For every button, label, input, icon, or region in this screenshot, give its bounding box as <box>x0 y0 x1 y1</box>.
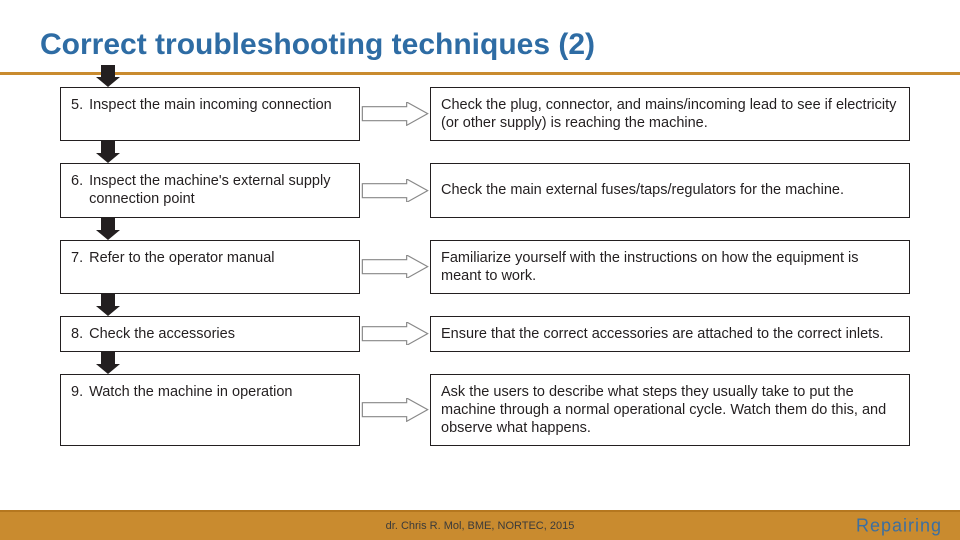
step-box: 9. Watch the machine in operation <box>60 374 360 446</box>
step-number: 5. <box>71 96 83 114</box>
flowchart: 5. Inspect the main incoming connection … <box>0 75 960 446</box>
step-description: Check the main external fuses/taps/regul… <box>430 163 910 217</box>
down-arrow-icon <box>96 141 120 165</box>
step-label: Refer to the operator manual <box>89 249 274 267</box>
right-arrow-icon <box>360 87 430 141</box>
down-arrow-icon <box>96 294 120 318</box>
step-description: Check the plug, connector, and mains/inc… <box>430 87 910 141</box>
step-description: Ensure that the correct accessories are … <box>430 316 910 352</box>
footer-topic: Repairing <box>856 516 942 537</box>
slide-title: Correct troubleshooting techniques (2) <box>0 0 960 75</box>
step-label: Watch the machine in operation <box>89 383 292 401</box>
step-number: 7. <box>71 249 83 267</box>
step-row: 8. Check the accessories Ensure that the… <box>60 316 910 352</box>
footer-bar: dr. Chris R. Mol, BME, NORTEC, 2015 Repa… <box>0 510 960 540</box>
step-number: 8. <box>71 325 83 343</box>
down-arrow-icon <box>96 352 120 376</box>
footer-credit: dr. Chris R. Mol, BME, NORTEC, 2015 <box>386 520 575 532</box>
step-label: Inspect the main incoming connection <box>89 96 332 114</box>
step-row: 7. Refer to the operator manual Familiar… <box>60 240 910 294</box>
right-arrow-icon <box>360 316 430 352</box>
step-label: Check the accessories <box>89 325 235 343</box>
step-description: Ask the users to describe what steps the… <box>430 374 910 446</box>
right-arrow-icon <box>360 240 430 294</box>
step-description: Familiarize yourself with the instructio… <box>430 240 910 294</box>
right-arrow-icon <box>360 163 430 217</box>
right-arrow-icon <box>360 374 430 446</box>
step-box: 5. Inspect the main incoming connection <box>60 87 360 141</box>
step-box: 6. Inspect the machine's external supply… <box>60 163 360 217</box>
down-arrow-icon <box>96 218 120 242</box>
step-label: Inspect the machine's external supply co… <box>89 172 349 208</box>
step-row: 6. Inspect the machine's external supply… <box>60 163 910 217</box>
step-number: 9. <box>71 383 83 401</box>
step-row: 9. Watch the machine in operation Ask th… <box>60 374 910 446</box>
step-number: 6. <box>71 172 83 190</box>
step-row: 5. Inspect the main incoming connection … <box>60 87 910 141</box>
step-box: 7. Refer to the operator manual <box>60 240 360 294</box>
step-box: 8. Check the accessories <box>60 316 360 352</box>
